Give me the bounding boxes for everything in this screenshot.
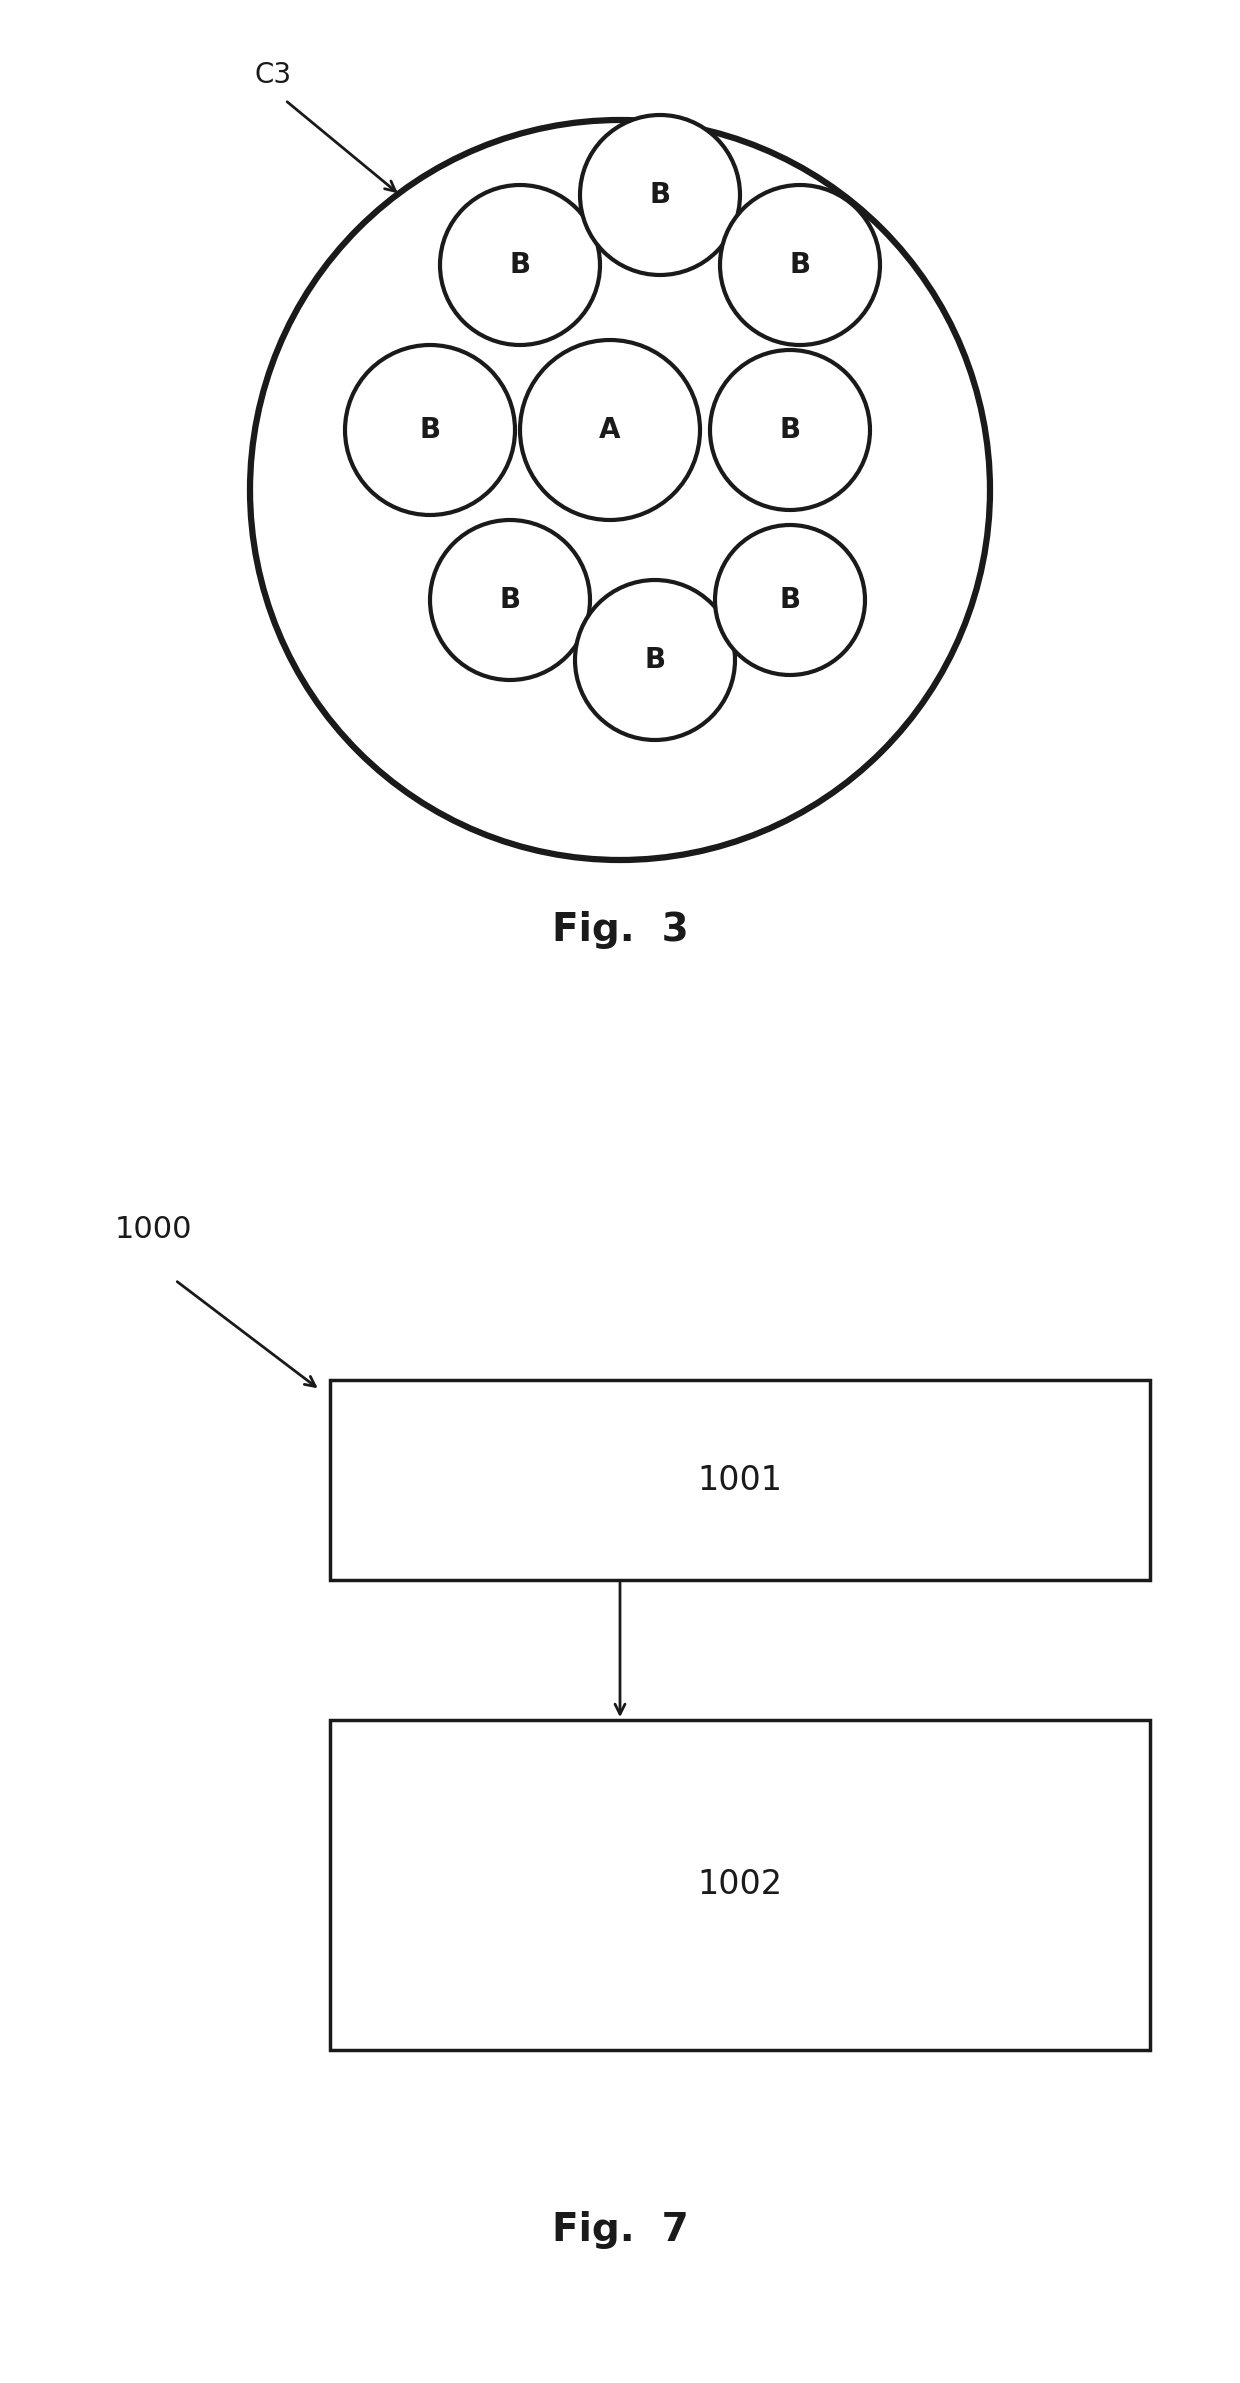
Circle shape <box>520 341 701 519</box>
Text: B: B <box>650 181 671 210</box>
Circle shape <box>575 579 735 741</box>
Text: B: B <box>790 250 811 279</box>
Text: B: B <box>780 586 801 615</box>
Text: 1001: 1001 <box>697 1463 782 1497</box>
Circle shape <box>711 350 870 510</box>
Text: A: A <box>599 417 621 443</box>
Text: B: B <box>645 646 666 674</box>
Circle shape <box>715 524 866 674</box>
Bar <box>330 1721 1149 2049</box>
Circle shape <box>720 186 880 346</box>
Text: C3: C3 <box>255 62 293 88</box>
Circle shape <box>440 186 600 346</box>
Text: 1002: 1002 <box>697 1868 782 1902</box>
Circle shape <box>250 119 990 860</box>
Circle shape <box>430 519 590 679</box>
Text: 1000: 1000 <box>115 1215 192 1244</box>
Text: B: B <box>510 250 531 279</box>
Text: Fig.  7: Fig. 7 <box>552 2211 688 2250</box>
Text: B: B <box>500 586 521 615</box>
Text: Fig.  3: Fig. 3 <box>552 910 688 948</box>
Bar <box>330 1380 1149 1580</box>
Text: B: B <box>419 417 440 443</box>
Text: B: B <box>780 417 801 443</box>
Circle shape <box>345 346 515 515</box>
Circle shape <box>580 114 740 274</box>
